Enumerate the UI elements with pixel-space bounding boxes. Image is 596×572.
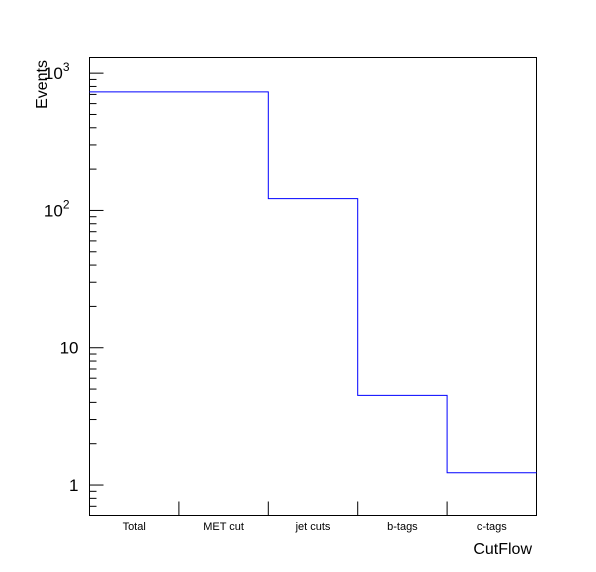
- plot-frame: [89, 57, 537, 516]
- y-axis-label: Events: [34, 60, 51, 109]
- y-axis-tick-labels: 1 10 102 103: [44, 60, 79, 495]
- y-tick-label: 10: [60, 339, 79, 358]
- x-axis-ticks: [178, 501, 448, 516]
- y-tick-label: 1: [69, 476, 78, 495]
- y-tick-label: 103: [44, 60, 70, 83]
- x-tick-label: b-tags: [387, 521, 418, 533]
- x-axis-tick-labels: Total MET cut jet cuts b-tags c-tags: [123, 521, 508, 533]
- y-tick-label: 102: [44, 197, 70, 220]
- x-axis-label: CutFlow: [473, 541, 532, 558]
- x-tick-label: jet cuts: [295, 521, 331, 533]
- x-tick-label: c-tags: [477, 521, 507, 533]
- y-axis-ticks: [89, 72, 104, 516]
- x-tick-label: MET cut: [203, 521, 244, 533]
- cutflow-histogram-line: [89, 91, 537, 474]
- x-tick-label: Total: [123, 521, 146, 533]
